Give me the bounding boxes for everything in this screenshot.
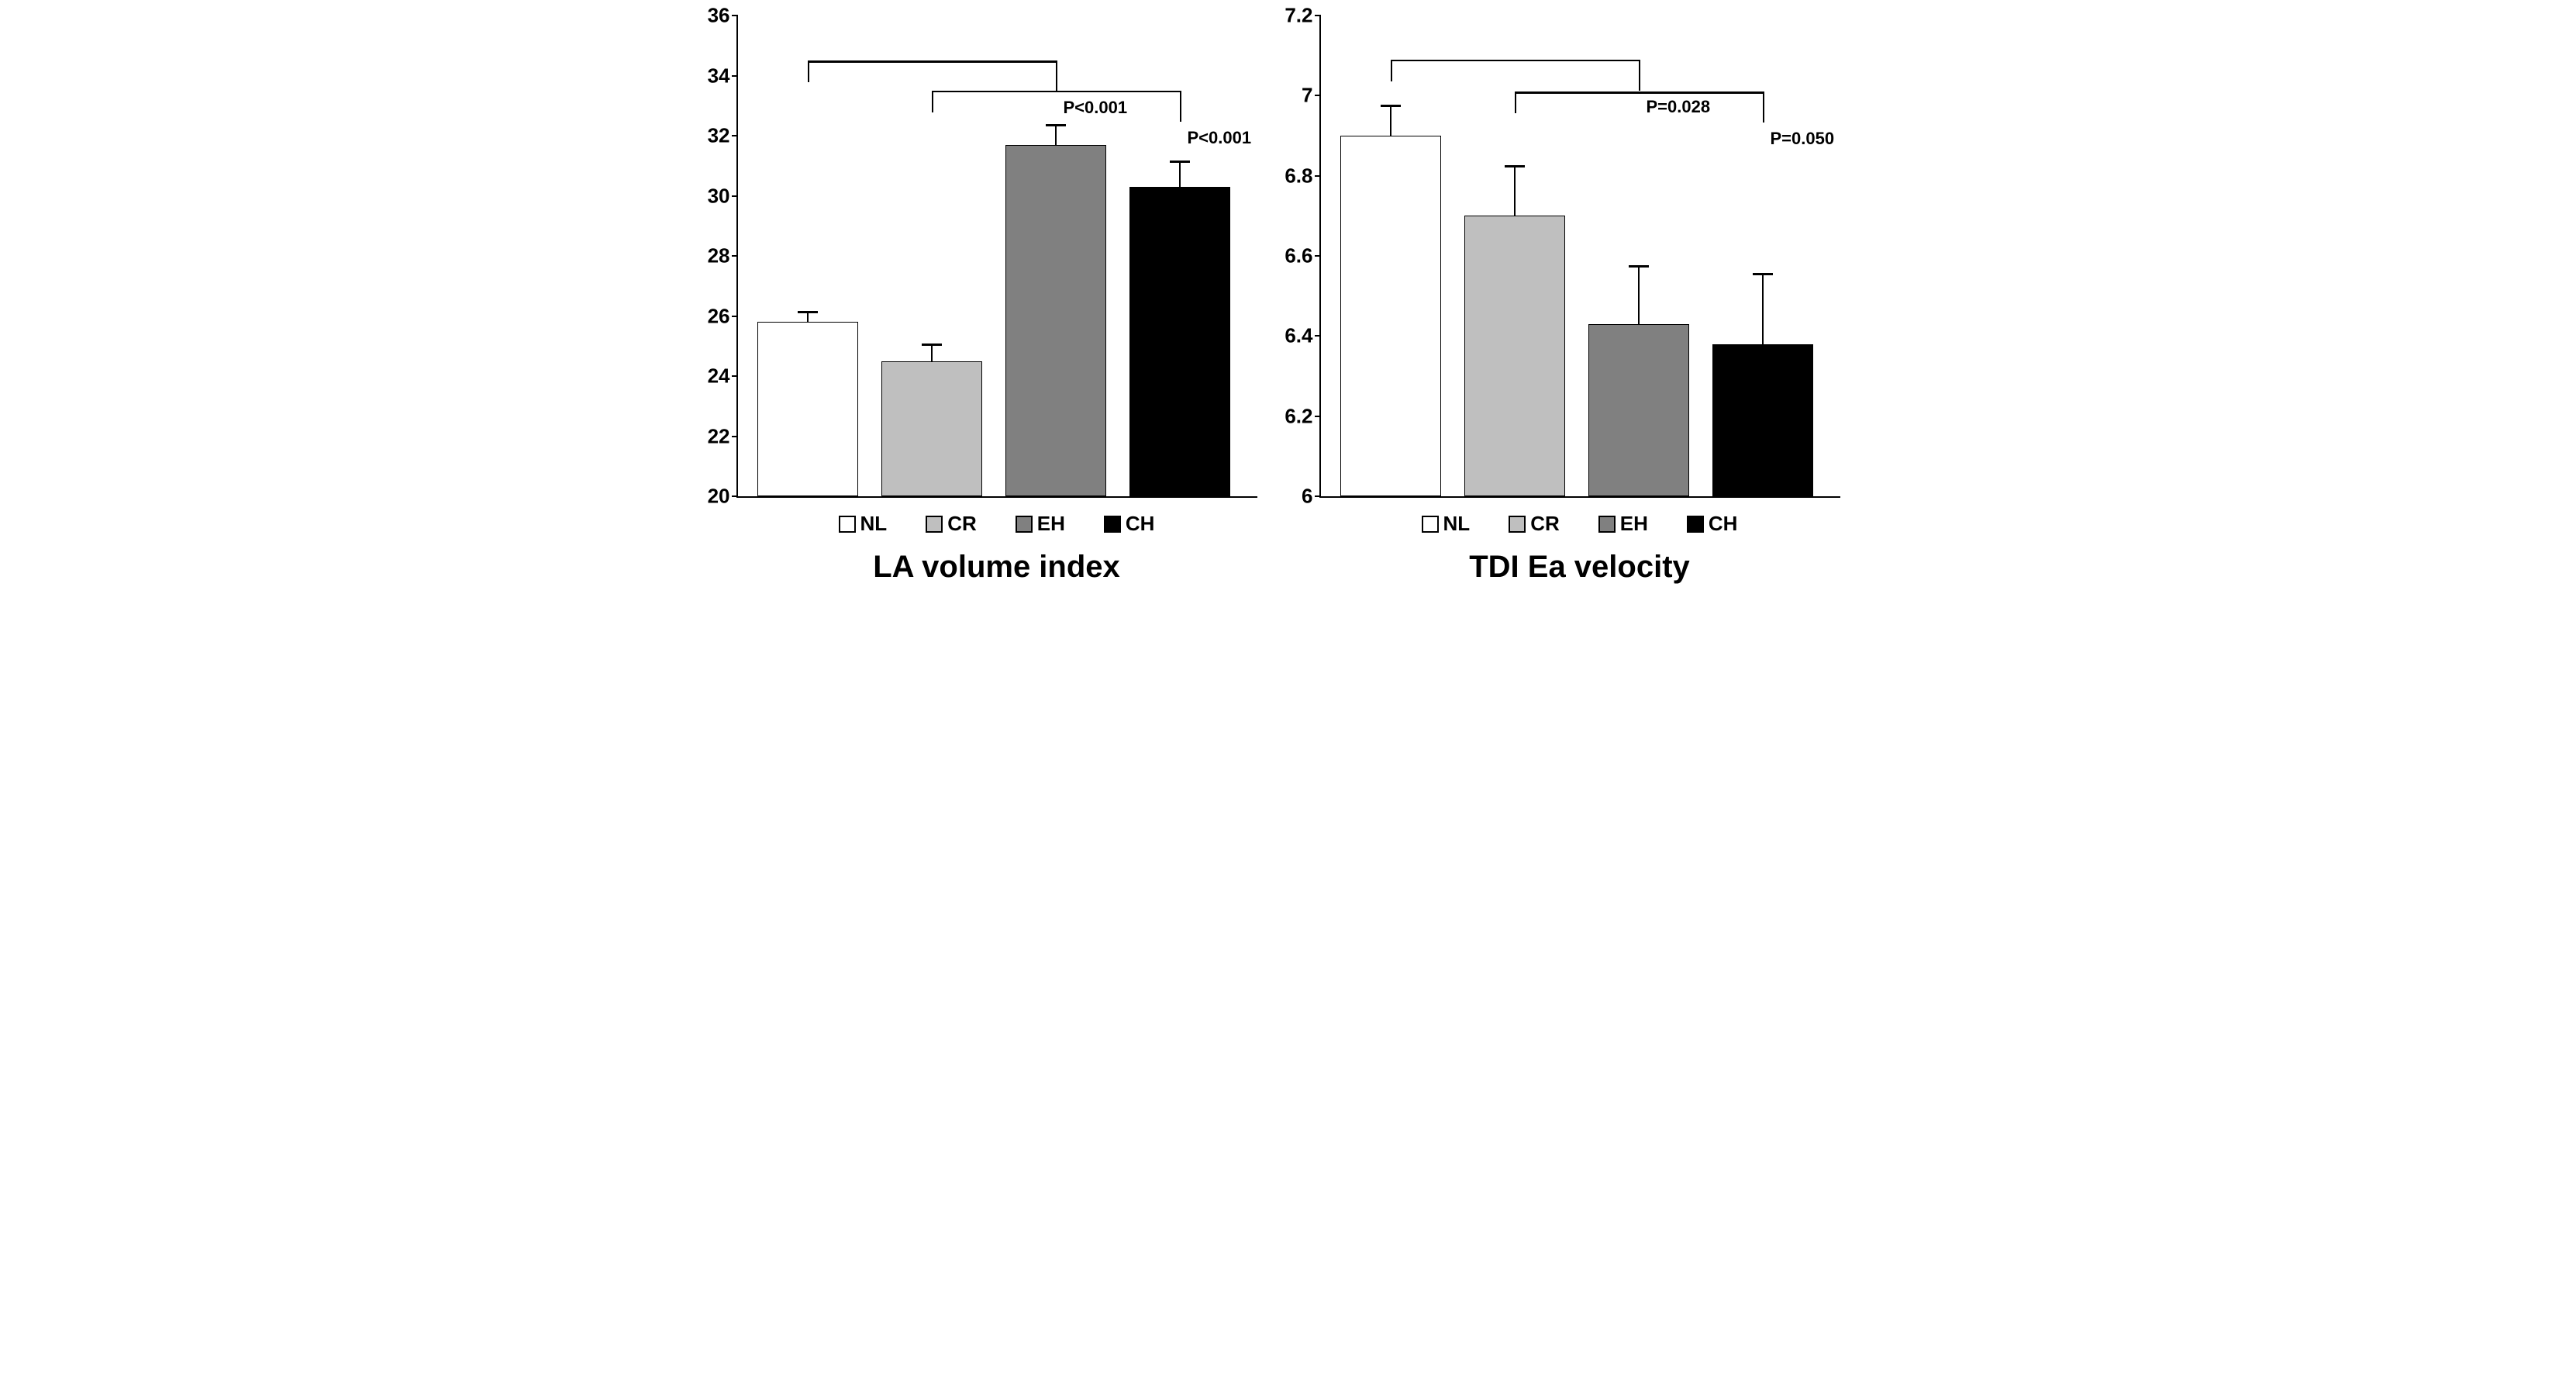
y-tick-mark — [1315, 255, 1321, 257]
legend-item-cr: CR — [926, 512, 977, 536]
error-cap — [1381, 105, 1401, 107]
p-value-label: P=0.050 — [1771, 129, 1835, 149]
legend-item-ch: CH — [1104, 512, 1155, 536]
legend-label: CH — [1709, 512, 1738, 536]
legend-item-eh: EH — [1016, 512, 1065, 536]
y-tick-mark — [1315, 15, 1321, 16]
legend-swatch — [1104, 516, 1121, 533]
bracket-line — [1515, 91, 1765, 94]
bracket-line — [808, 60, 1058, 63]
y-tick-mark — [732, 495, 738, 497]
y-tick-mark — [1315, 416, 1321, 417]
legend-item-nl: NL — [839, 512, 888, 536]
bar-ch — [1129, 187, 1230, 496]
bracket-drop — [1180, 91, 1182, 122]
legend-item-cr: CR — [1509, 512, 1560, 536]
y-tick-mark — [732, 135, 738, 136]
y-tick-mark — [732, 195, 738, 197]
right-plot-region: 66.26.46.66.877.2P=0.028P=0.050 — [1319, 16, 1840, 498]
bracket-drop — [1056, 60, 1058, 91]
legend-label: CR — [1530, 512, 1560, 536]
left-chart-area: 202224262830323436P<0.001P<0.001 — [736, 16, 1257, 498]
bar-eh — [1005, 145, 1106, 496]
y-tick-mark — [1315, 495, 1321, 497]
legend-swatch — [839, 516, 856, 533]
legend-label: EH — [1037, 512, 1065, 536]
bracket-drop — [1763, 91, 1765, 123]
bracket-drop — [1391, 60, 1393, 81]
bracket-drop — [1639, 60, 1641, 91]
error-bar — [1390, 105, 1391, 136]
right-chart-panel: 66.26.46.66.877.2P=0.028P=0.050 NLCREHCH… — [1319, 16, 1840, 585]
error-bar — [1638, 266, 1640, 324]
legend-item-eh: EH — [1598, 512, 1648, 536]
legend-swatch — [1016, 516, 1033, 533]
error-cap — [1505, 165, 1525, 167]
legend-label: CH — [1126, 512, 1155, 536]
legend-label: CR — [947, 512, 977, 536]
error-bar — [931, 344, 933, 361]
left-plot-region: 202224262830323436P<0.001P<0.001 — [736, 16, 1257, 498]
y-tick-mark — [732, 75, 738, 77]
error-cap — [1170, 161, 1190, 163]
bracket-line — [932, 91, 1182, 93]
error-bar — [1762, 274, 1764, 344]
legend-label: NL — [860, 512, 888, 536]
right-chart-area: 66.26.46.66.877.2P=0.028P=0.050 — [1319, 16, 1840, 498]
bar-nl — [1340, 136, 1441, 496]
bar-cr — [1464, 216, 1565, 496]
y-tick-mark — [732, 375, 738, 377]
left-chart-title: LA volume index — [873, 550, 1120, 585]
error-bar — [1055, 125, 1057, 144]
legend-item-nl: NL — [1422, 512, 1471, 536]
legend-swatch — [1687, 516, 1704, 533]
error-bar — [1514, 166, 1516, 216]
error-cap — [798, 311, 818, 313]
y-tick-mark — [732, 436, 738, 437]
error-cap — [1753, 273, 1773, 275]
bracket-drop — [932, 91, 934, 112]
p-value-label: P<0.001 — [1188, 128, 1252, 148]
p-value-label: P<0.001 — [1064, 98, 1128, 118]
legend-swatch — [1598, 516, 1616, 533]
charts-container: 202224262830323436P<0.001P<0.001 NLCREHC… — [16, 16, 2560, 585]
bar-cr — [881, 361, 982, 496]
error-bar — [807, 312, 809, 323]
bracket-drop — [1515, 91, 1517, 113]
right-legend: NL CR EH CH — [1422, 512, 1738, 536]
y-tick-mark — [1315, 95, 1321, 96]
bar-eh — [1588, 324, 1689, 496]
error-cap — [1629, 265, 1649, 268]
error-cap — [1046, 124, 1066, 126]
p-value-label: P=0.028 — [1647, 97, 1711, 117]
error-bar — [1179, 161, 1181, 187]
error-cap — [922, 344, 942, 346]
bar-nl — [757, 322, 858, 496]
legend-label: NL — [1443, 512, 1471, 536]
y-tick-mark — [1315, 335, 1321, 337]
legend-swatch — [1509, 516, 1526, 533]
left-chart-panel: 202224262830323436P<0.001P<0.001 NLCREHC… — [736, 16, 1257, 585]
legend-swatch — [1422, 516, 1439, 533]
y-tick-mark — [732, 316, 738, 317]
y-tick-mark — [732, 255, 738, 257]
bracket-drop — [808, 60, 810, 82]
legend-label: EH — [1620, 512, 1648, 536]
y-tick-mark — [1315, 175, 1321, 177]
left-legend: NL CR EH CH — [839, 512, 1155, 536]
legend-item-ch: CH — [1687, 512, 1738, 536]
legend-swatch — [926, 516, 943, 533]
bracket-line — [1391, 60, 1641, 62]
y-tick-mark — [732, 15, 738, 16]
bar-ch — [1712, 344, 1813, 496]
right-chart-title: TDI Ea velocity — [1469, 550, 1690, 585]
